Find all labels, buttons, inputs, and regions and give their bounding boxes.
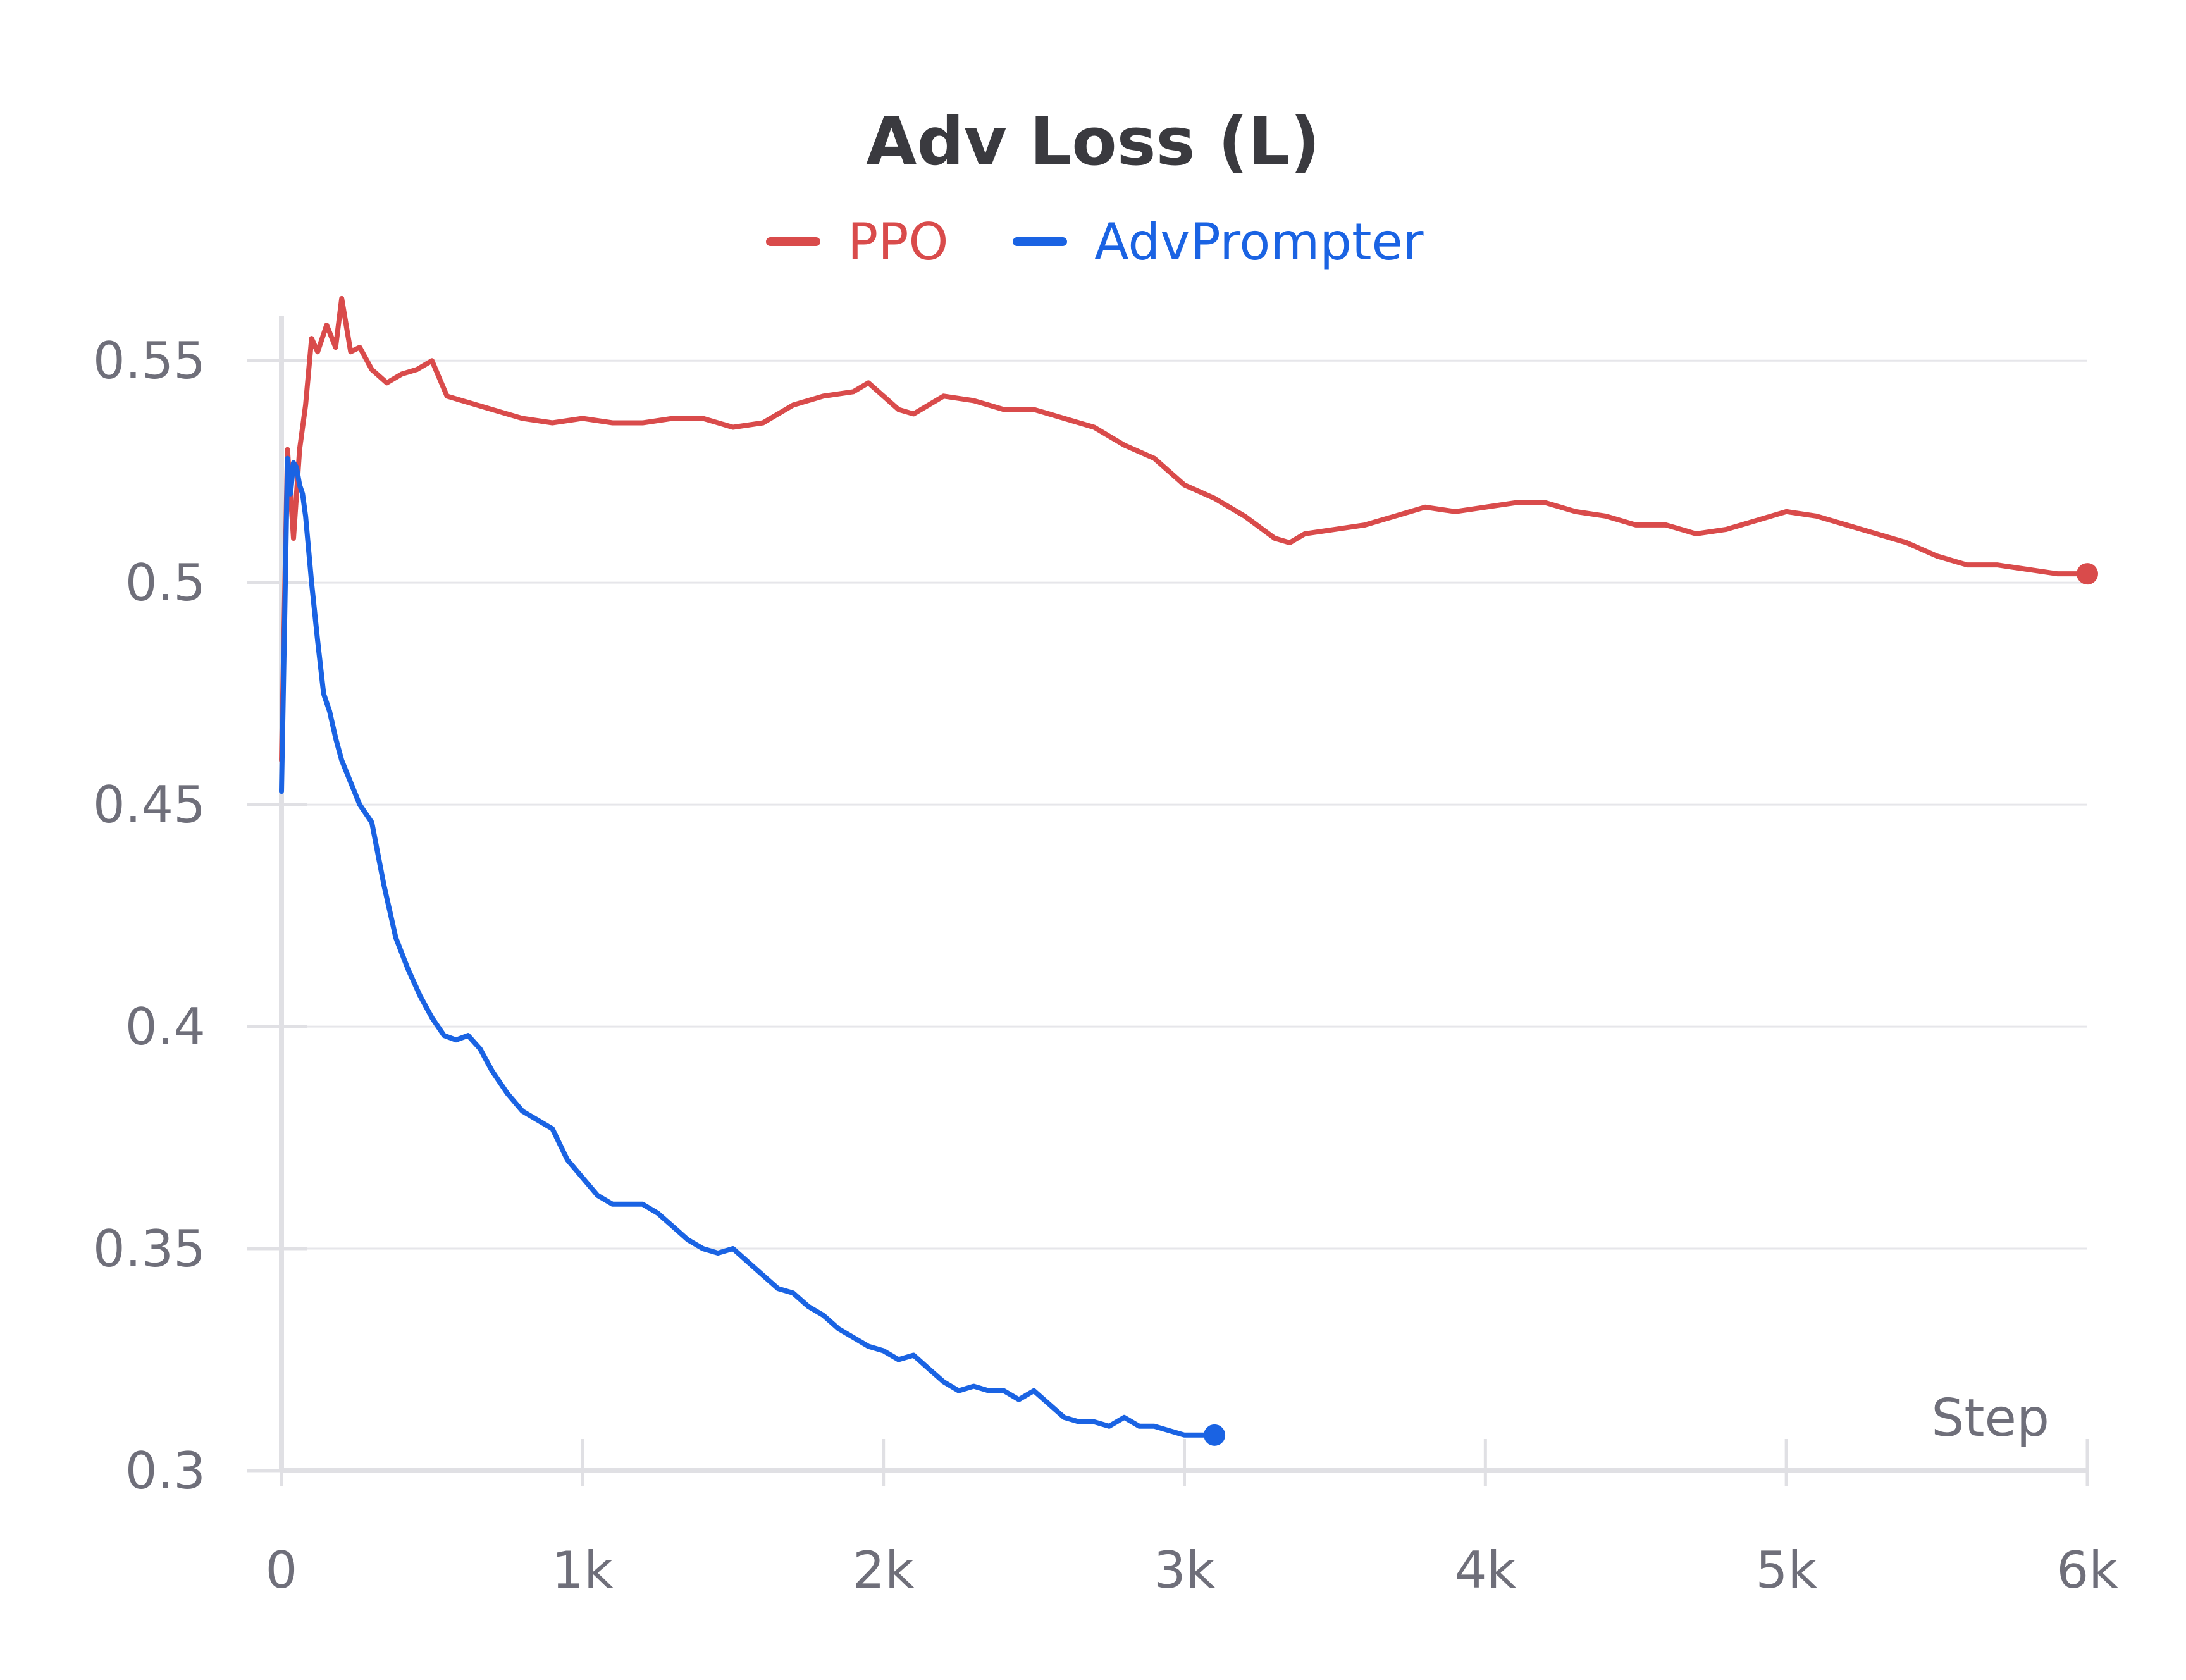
grid bbox=[281, 359, 2087, 1250]
x-tick-label: 0 bbox=[266, 1541, 298, 1600]
series-line-advprompter bbox=[279, 455, 1218, 1438]
legend: PPO AdvPrompter bbox=[766, 213, 1424, 271]
y-tick-label: 0.45 bbox=[93, 775, 206, 834]
y-tick-label: 0.3 bbox=[125, 1442, 206, 1500]
x-tick-label: 4k bbox=[1455, 1541, 1517, 1600]
y-tick-label: 0.4 bbox=[125, 998, 206, 1056]
series-end-point-ppo bbox=[2077, 563, 2098, 585]
y-tick-label: 0.5 bbox=[125, 553, 206, 612]
x-tick-label: 2k bbox=[853, 1541, 915, 1600]
y-tick-labels: 0.3 0.35 0.4 0.45 0.5 0.55 bbox=[93, 331, 206, 1500]
x-tick-label: 1k bbox=[552, 1541, 614, 1600]
x-tick-label: 3k bbox=[1154, 1541, 1216, 1600]
legend-label-advprompter: AdvPrompter bbox=[1094, 213, 1424, 271]
x-tick-labels: 0 1k 2k 3k 4k 5k 6k bbox=[266, 1541, 2119, 1600]
series-end-point-advprompter bbox=[1204, 1424, 1226, 1446]
legend-label-ppo: PPO bbox=[848, 213, 948, 271]
series-line-ppo bbox=[279, 295, 2090, 763]
chart-title: Adv Loss (L) bbox=[866, 103, 1320, 180]
x-tick-label: 6k bbox=[2056, 1541, 2118, 1600]
y-tick-label: 0.55 bbox=[93, 331, 206, 390]
series-layer bbox=[279, 295, 2098, 1446]
x-axis-title: Step bbox=[1931, 1388, 2049, 1448]
x-tick-label: 5k bbox=[1756, 1541, 1818, 1600]
y-tick-label: 0.35 bbox=[93, 1220, 206, 1278]
axes bbox=[247, 316, 2089, 1486]
